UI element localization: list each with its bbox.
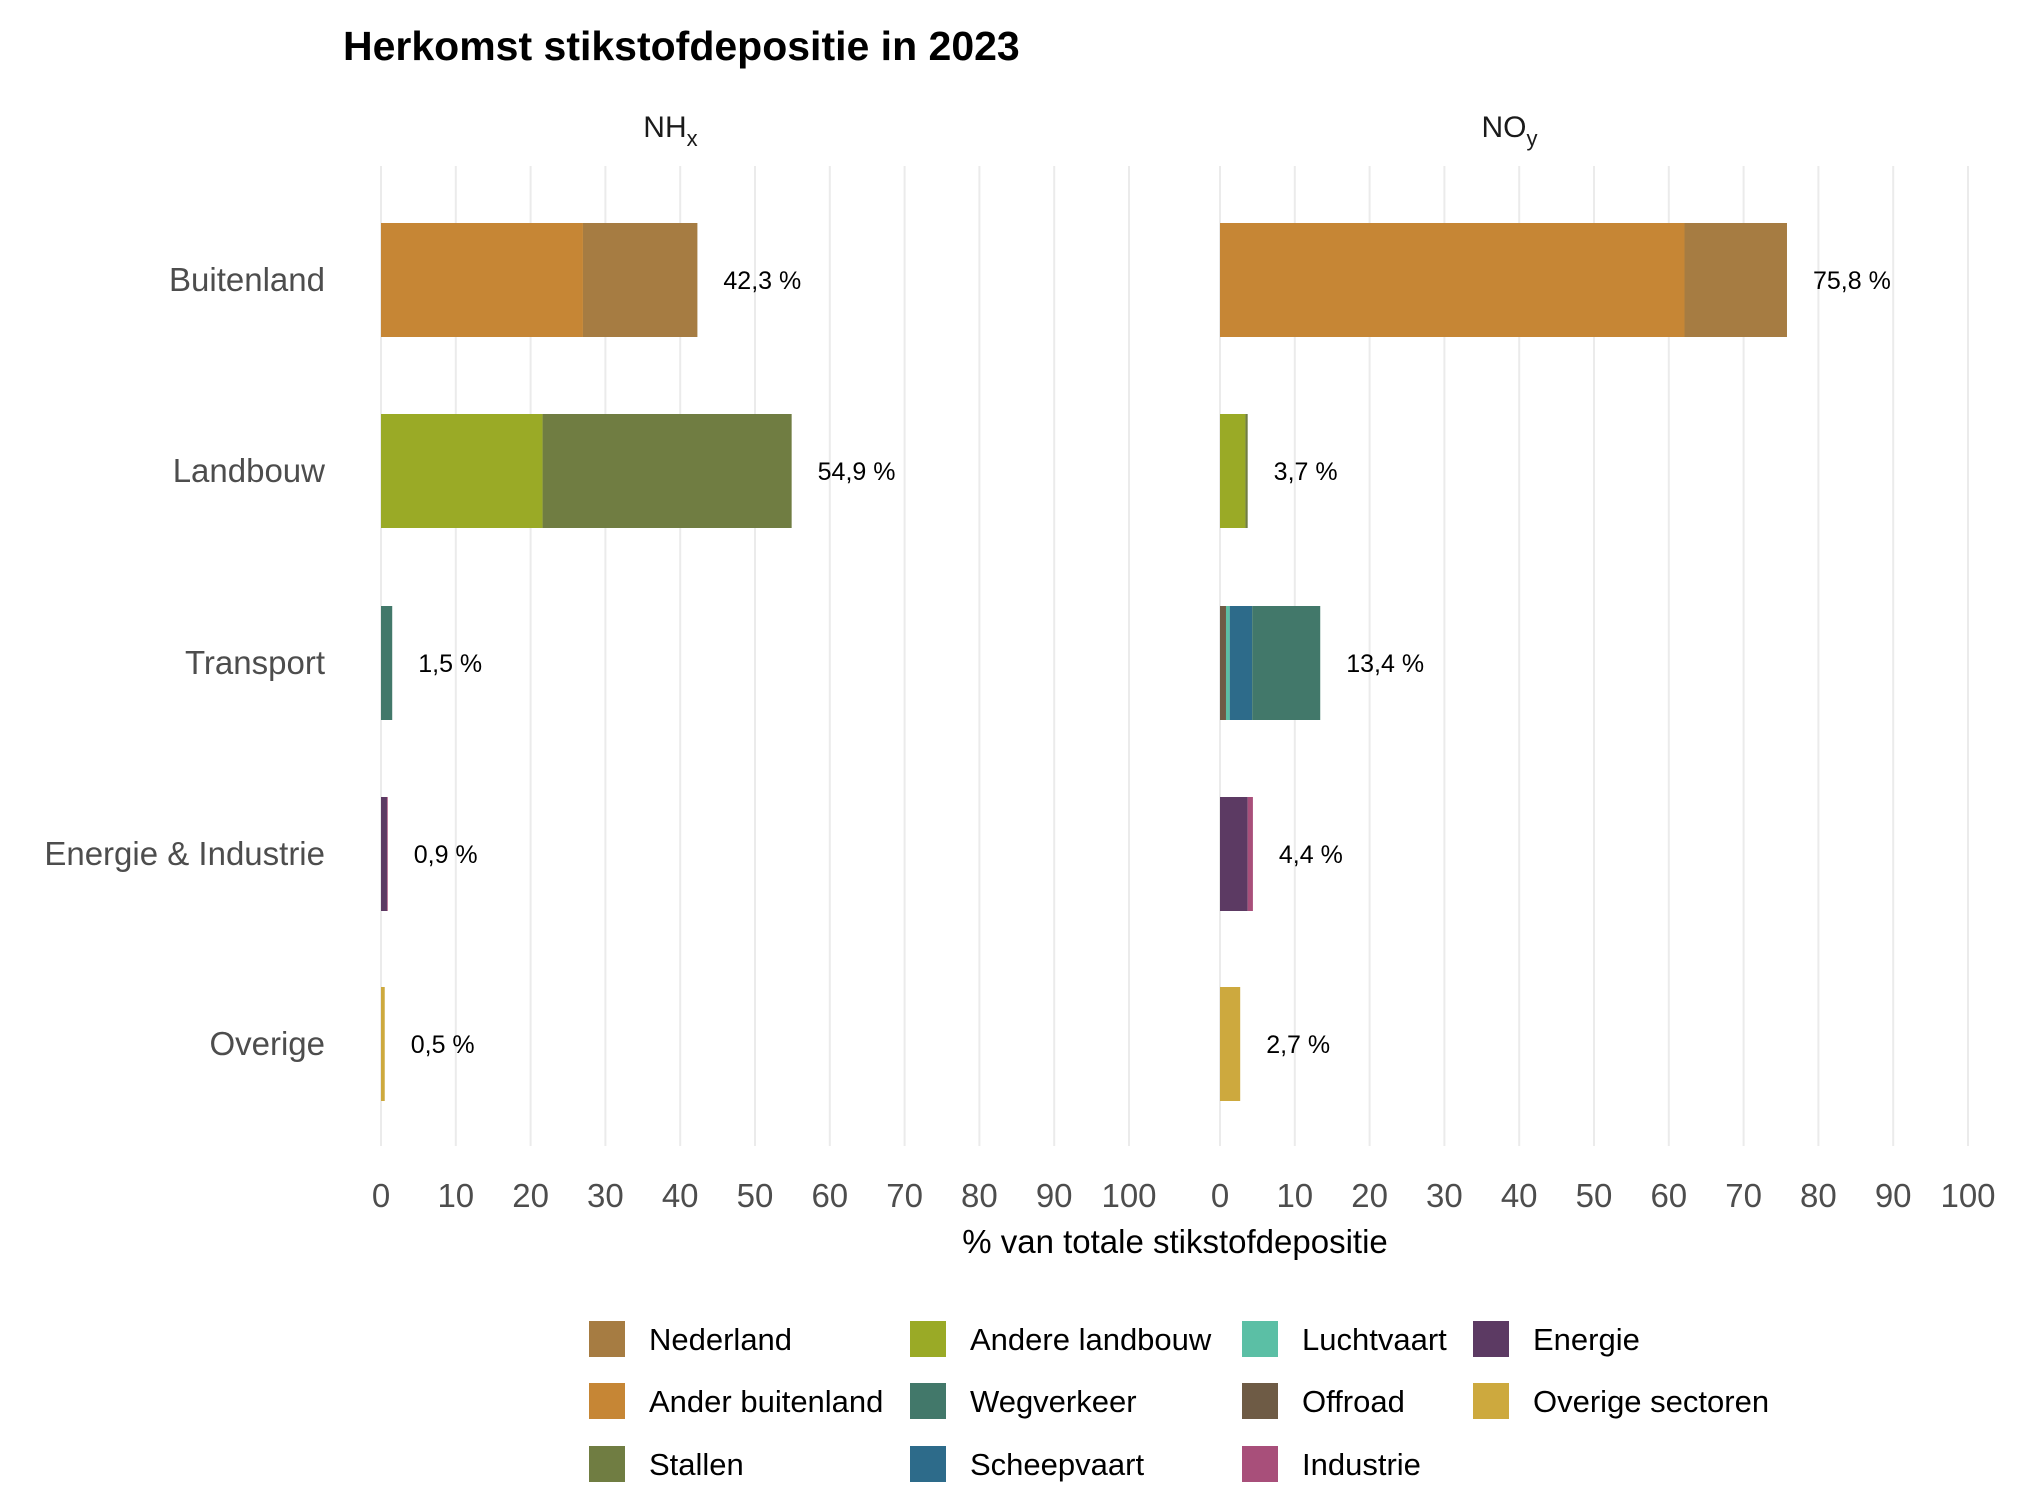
x-tick-label: 100 xyxy=(1101,1177,1156,1214)
data-label: 54,9 % xyxy=(818,458,896,486)
bar-segment xyxy=(1252,606,1321,720)
bar-segment xyxy=(1225,606,1230,720)
data-label: 2,7 % xyxy=(1266,1031,1330,1059)
x-tick-label: 10 xyxy=(437,1177,474,1214)
bar-segment xyxy=(381,414,543,528)
bar-segment xyxy=(542,414,792,528)
category-label: Landbouw xyxy=(173,452,325,489)
x-tick-label: 0 xyxy=(1211,1177,1229,1214)
x-axis-title: % van totale stikstofdepositie xyxy=(962,1223,1388,1260)
legend-label: Luchtvaart xyxy=(1302,1322,1447,1357)
legend-swatch xyxy=(1242,1321,1278,1357)
legend-swatch xyxy=(1473,1383,1509,1419)
data-label: 0,9 % xyxy=(414,841,478,869)
legend-label: Industrie xyxy=(1302,1447,1421,1482)
category-label: Transport xyxy=(185,644,325,681)
x-tick-label: 40 xyxy=(1501,1177,1538,1214)
category-label: Overige xyxy=(209,1025,325,1062)
data-label: 13,4 % xyxy=(1346,650,1424,678)
x-tick-label: 100 xyxy=(1940,1177,1995,1214)
data-label: 3,7 % xyxy=(1274,458,1338,486)
x-tick-label: 90 xyxy=(1036,1177,1073,1214)
bar-segment xyxy=(1220,223,1685,337)
x-tick-label: 20 xyxy=(512,1177,549,1214)
legend-swatch xyxy=(589,1383,625,1419)
legend-label: Andere landbouw xyxy=(970,1322,1212,1357)
bar-segment xyxy=(582,223,698,337)
x-tick-label: 70 xyxy=(1725,1177,1762,1214)
x-tick-label: 40 xyxy=(662,1177,699,1214)
data-label: 75,8 % xyxy=(1813,267,1891,295)
legend-swatch xyxy=(1242,1446,1278,1482)
data-label: 0,5 % xyxy=(411,1031,475,1059)
bar-segment xyxy=(386,797,388,911)
bar-segment xyxy=(381,987,385,1101)
category-label: Energie & Industrie xyxy=(44,835,325,872)
x-tick-label: 0 xyxy=(372,1177,390,1214)
bar-segment xyxy=(381,797,387,911)
legend-label: Offroad xyxy=(1302,1384,1405,1419)
x-tick-label: 10 xyxy=(1276,1177,1313,1214)
legend-swatch xyxy=(910,1383,946,1419)
panel-label: NHx xyxy=(643,111,697,151)
legend-swatch xyxy=(589,1321,625,1357)
legend-label: Overige sectoren xyxy=(1533,1384,1769,1419)
legend-swatch xyxy=(910,1446,946,1482)
legend-label: Ander buitenland xyxy=(649,1384,883,1419)
bar-segment xyxy=(1684,223,1787,337)
legend-label: Nederland xyxy=(649,1322,792,1357)
x-tick-label: 90 xyxy=(1875,1177,1912,1214)
bar-segment xyxy=(1220,797,1248,911)
legend-swatch xyxy=(589,1446,625,1482)
legend-label: Wegverkeer xyxy=(970,1384,1137,1419)
x-tick-label: 80 xyxy=(961,1177,998,1214)
panel-label: NOy xyxy=(1481,111,1537,151)
legend-label: Stallen xyxy=(649,1447,744,1482)
x-tick-label: 70 xyxy=(886,1177,923,1214)
bar-segment xyxy=(1247,797,1253,911)
data-label: 1,5 % xyxy=(418,650,482,678)
chart-title: Herkomst stikstofdepositie in 2023 xyxy=(343,23,1020,69)
data-label: 4,4 % xyxy=(1279,841,1343,869)
x-tick-label: 30 xyxy=(587,1177,624,1214)
bar-segment xyxy=(1220,414,1246,528)
bar-segment xyxy=(381,606,393,720)
x-tick-label: 50 xyxy=(737,1177,774,1214)
x-tick-label: 50 xyxy=(1576,1177,1613,1214)
x-tick-label: 60 xyxy=(811,1177,848,1214)
bar-segment xyxy=(1220,606,1226,720)
x-tick-label: 30 xyxy=(1426,1177,1463,1214)
data-label: 42,3 % xyxy=(723,267,801,295)
bar-segment xyxy=(1220,987,1241,1101)
bar-segment xyxy=(1229,606,1253,720)
legend-label: Energie xyxy=(1533,1322,1640,1357)
x-tick-label: 20 xyxy=(1351,1177,1388,1214)
category-label: Buitenland xyxy=(169,261,325,298)
legend-label: Scheepvaart xyxy=(970,1447,1144,1482)
bar-segment xyxy=(381,223,583,337)
legend-swatch xyxy=(910,1321,946,1357)
legend-swatch xyxy=(1473,1321,1509,1357)
x-tick-label: 60 xyxy=(1650,1177,1687,1214)
bar-segment xyxy=(1245,414,1248,528)
x-tick-label: 80 xyxy=(1800,1177,1837,1214)
legend-swatch xyxy=(1242,1383,1278,1419)
